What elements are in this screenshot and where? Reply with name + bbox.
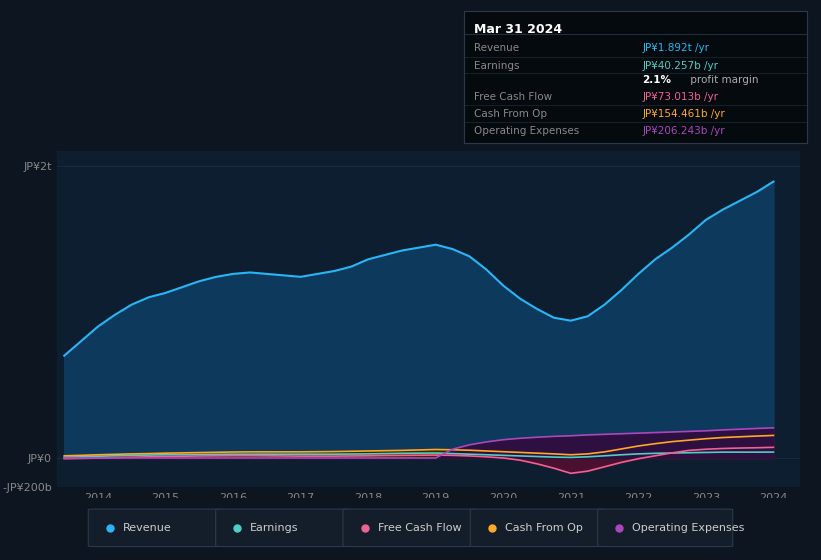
- FancyBboxPatch shape: [343, 509, 478, 547]
- Text: JP¥1.892t /yr: JP¥1.892t /yr: [642, 43, 709, 53]
- Text: JP¥40.257b /yr: JP¥40.257b /yr: [642, 62, 718, 72]
- FancyBboxPatch shape: [470, 509, 605, 547]
- FancyBboxPatch shape: [216, 509, 351, 547]
- Text: Earnings: Earnings: [475, 62, 520, 72]
- Text: Revenue: Revenue: [123, 523, 172, 533]
- Text: JP¥206.243b /yr: JP¥206.243b /yr: [642, 126, 725, 136]
- Text: Operating Expenses: Operating Expenses: [632, 523, 745, 533]
- Text: Free Cash Flow: Free Cash Flow: [378, 523, 461, 533]
- Text: Revenue: Revenue: [475, 43, 520, 53]
- Text: Earnings: Earnings: [250, 523, 299, 533]
- Text: 2.1%: 2.1%: [642, 74, 672, 85]
- Text: Cash From Op: Cash From Op: [475, 109, 547, 119]
- Text: Cash From Op: Cash From Op: [505, 523, 583, 533]
- Text: Mar 31 2024: Mar 31 2024: [475, 23, 562, 36]
- Text: JP¥154.461b /yr: JP¥154.461b /yr: [642, 109, 725, 119]
- Text: Free Cash Flow: Free Cash Flow: [475, 92, 553, 102]
- FancyBboxPatch shape: [598, 509, 732, 547]
- FancyBboxPatch shape: [89, 509, 223, 547]
- Text: Operating Expenses: Operating Expenses: [475, 126, 580, 136]
- Text: profit margin: profit margin: [687, 74, 759, 85]
- Text: JP¥73.013b /yr: JP¥73.013b /yr: [642, 92, 718, 102]
